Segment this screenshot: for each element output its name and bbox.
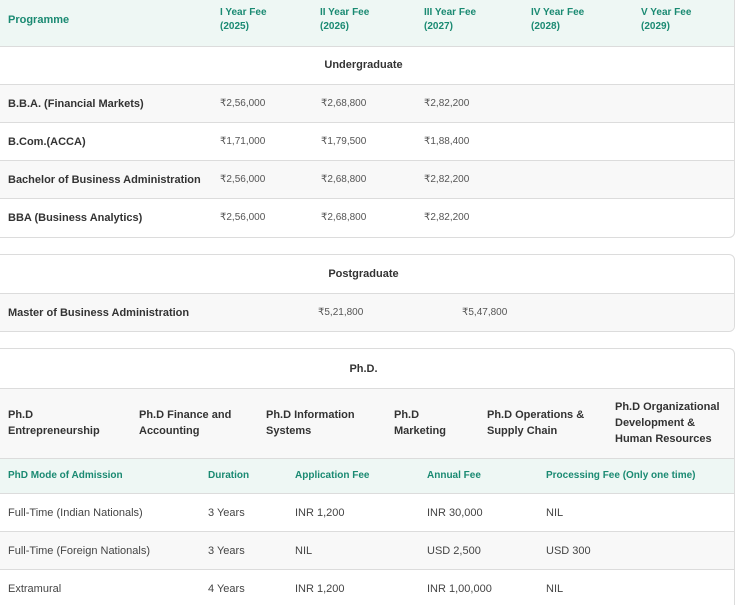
table-row: Master of Business Administration ₹5,21,… <box>0 294 734 331</box>
programme-name: B.Com.(ACCA) <box>8 136 86 148</box>
duration: 3 Years <box>208 545 245 557</box>
fee-year-1: ₹2,56,000 <box>220 212 266 223</box>
table-row: Full-Time (Indian Nationals) 3 Years INR… <box>0 494 734 532</box>
fee-year-3: ₹2,82,200 <box>424 212 470 223</box>
header-year-2: II Year Fee (2026) <box>320 7 370 32</box>
section-title-phd: Ph.D. <box>349 363 378 375</box>
fee-year-3: ₹2,82,200 <box>424 98 470 109</box>
processing-fee: USD 300 <box>546 545 591 557</box>
processing-fee: NIL <box>546 583 564 595</box>
header-year-4: IV Year Fee (2028) <box>531 7 585 32</box>
programme-name: Bachelor of Business Administration <box>8 174 201 186</box>
mode-name: Full-Time (Indian Nationals) <box>8 507 143 519</box>
fee-year-2: ₹1,79,500 <box>321 136 367 147</box>
fee-year-3: ₹1,88,400 <box>424 136 470 147</box>
table-row: Full-Time (Foreign Nationals) 3 Years NI… <box>0 532 734 570</box>
table-row: Bachelor of Business Administration ₹2,5… <box>0 161 734 199</box>
mode-name: Full-Time (Foreign Nationals) <box>8 545 151 557</box>
processing-fee: NIL <box>546 507 564 519</box>
header-annual-fee: Annual Fee <box>427 470 481 481</box>
header-duration: Duration <box>208 470 250 481</box>
header-mode: PhD Mode of Admission <box>8 470 123 481</box>
fee-year-2: ₹5,47,800 <box>462 307 508 318</box>
section-title-postgraduate: Postgraduate <box>328 268 399 280</box>
application-fee: NIL <box>295 545 313 557</box>
duration: 3 Years <box>208 507 245 519</box>
phd-programme: Ph.D Entrepreneurship <box>8 409 100 437</box>
phd-fee-table: Ph.D. Ph.D Entrepreneurship Ph.D Finance … <box>0 348 735 605</box>
programme-name: BBA (Business Analytics) <box>8 212 143 224</box>
pg-fee-table: Postgraduate Master of Business Administ… <box>0 254 735 332</box>
annual-fee: USD 2,500 <box>427 545 481 557</box>
fee-year-1: ₹2,56,000 <box>220 98 266 109</box>
application-fee: INR 1,200 <box>295 583 345 595</box>
fee-year-1: ₹2,56,000 <box>220 174 266 185</box>
pg-section-title-row: Postgraduate <box>0 255 734 294</box>
duration: 4 Years <box>208 583 245 595</box>
phd-programme: Ph.D Organizational Development & Human Re… <box>615 401 720 445</box>
ug-fee-table: Programme I Year Fee (2025) II Year Fee (2… <box>0 0 735 238</box>
phd-mode-header-row: PhD Mode of Admission Duration Applicati… <box>0 459 734 494</box>
phd-programmes-row: Ph.D Entrepreneurship Ph.D Finance and Acc… <box>0 389 734 459</box>
phd-programme: Ph.D Marketing <box>394 409 446 437</box>
fee-year-1: ₹5,21,800 <box>318 307 364 318</box>
header-application-fee: Application Fee <box>295 470 370 481</box>
table-row: BBA (Business Analytics) ₹2,56,000 ₹2,68… <box>0 199 734 237</box>
phd-programme: Ph.D Operations & Supply Chain <box>487 409 585 437</box>
programme-name: B.B.A. (Financial Markets) <box>8 98 144 110</box>
table-row: Extramural 4 Years INR 1,200 INR 1,00,00… <box>0 570 734 605</box>
annual-fee: INR 30,000 <box>427 507 483 519</box>
mode-name: Extramural <box>8 583 62 595</box>
fee-year-3: ₹2,82,200 <box>424 174 470 185</box>
section-title-undergraduate: Undergraduate <box>324 59 403 71</box>
table-row: B.B.A. (Financial Markets) ₹2,56,000 ₹2,… <box>0 85 734 123</box>
table-header-row: Programme I Year Fee (2025) II Year Fee (2… <box>0 0 734 47</box>
application-fee: INR 1,200 <box>295 507 345 519</box>
phd-programme: Ph.D Information Systems <box>266 409 355 437</box>
programme-name: Master of Business Administration <box>8 307 190 319</box>
phd-section-title-row: Ph.D. <box>0 349 734 389</box>
header-programme: Programme <box>8 14 70 26</box>
annual-fee: INR 1,00,000 <box>427 583 492 595</box>
fee-year-2: ₹2,68,800 <box>321 212 367 223</box>
ug-section-title-row: Undergraduate <box>0 47 734 85</box>
header-processing-fee: Processing Fee (Only one time) <box>546 470 696 481</box>
phd-programme: Ph.D Finance and Accounting <box>139 409 232 437</box>
table-row: B.Com.(ACCA) ₹1,71,000 ₹1,79,500 ₹1,88,4… <box>0 123 734 161</box>
header-year-1: I Year Fee (2025) <box>220 7 267 32</box>
fee-year-1: ₹1,71,000 <box>220 136 266 147</box>
fee-year-2: ₹2,68,800 <box>321 174 367 185</box>
header-year-3: III Year Fee (2027) <box>424 7 477 32</box>
fee-year-2: ₹2,68,800 <box>321 98 367 109</box>
header-year-5: V Year Fee (2029) <box>641 7 692 32</box>
